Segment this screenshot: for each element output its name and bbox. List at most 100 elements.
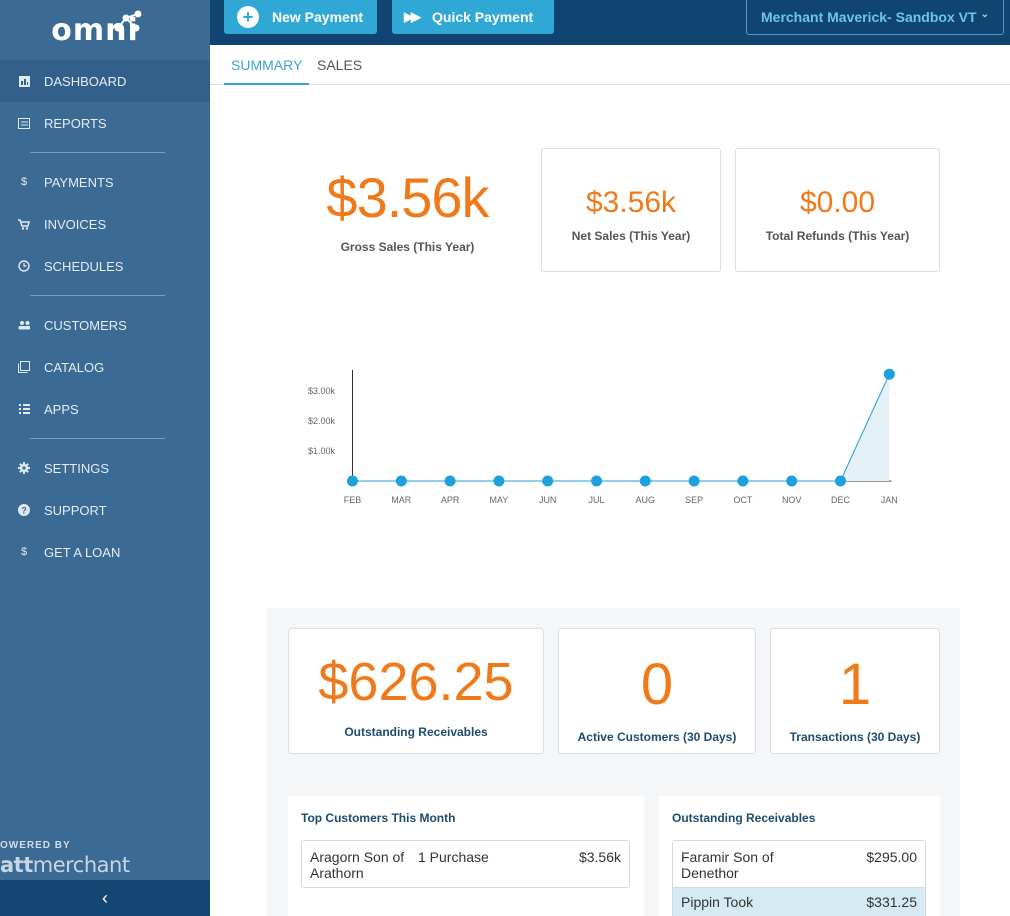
powered-by-label: OWERED BY bbox=[0, 840, 71, 851]
net-sales-value: $3.56k bbox=[585, 186, 677, 219]
transactions-label: Transactions (30 Days) bbox=[789, 730, 921, 744]
gross-sales-label: Gross Sales (This Year) bbox=[340, 240, 475, 254]
data-point bbox=[688, 475, 700, 487]
series-line bbox=[352, 373, 890, 482]
clock-icon bbox=[18, 260, 30, 272]
quick-payment-label: Quick Payment bbox=[432, 9, 534, 25]
sidebar-item-customers[interactable]: CUSTOMERS bbox=[0, 304, 210, 346]
sidebar-item-apps[interactable]: APPS bbox=[0, 388, 210, 430]
brand-bold: att bbox=[0, 853, 33, 877]
x-tick-label: MAR bbox=[391, 495, 412, 505]
sidebar-item-settings[interactable]: SETTINGS bbox=[0, 447, 210, 489]
sidebar: omni DASHBOARD REPORTS $ PAYMENTS INVOIC… bbox=[0, 0, 210, 916]
x-tick-label: AUG bbox=[636, 495, 656, 505]
receivable-amount: $331.25 bbox=[866, 894, 917, 910]
brand-rest: merchant bbox=[32, 853, 130, 877]
purchase-count: 1 Purchase bbox=[418, 849, 489, 865]
merchant-name: Merchant Maverick- Sandbox VT bbox=[761, 9, 977, 25]
brand-logo: attmerchant bbox=[0, 853, 130, 877]
sidebar-item-label: CUSTOMERS bbox=[44, 317, 127, 333]
sidebar-item-catalog[interactable]: CATALOG bbox=[0, 346, 210, 388]
sidebar-item-reports[interactable]: REPORTS bbox=[0, 102, 210, 144]
customer-name: Pippin Took bbox=[681, 894, 754, 910]
list-item[interactable]: Faramir Son of Denethor $295.00 bbox=[673, 841, 925, 887]
help-icon: ? bbox=[18, 504, 30, 516]
data-point bbox=[542, 475, 554, 487]
sidebar-item-label: DASHBOARD bbox=[44, 73, 127, 89]
x-tick-label: JUL bbox=[588, 495, 604, 505]
total-refunds-label: Total Refunds (This Year) bbox=[765, 229, 910, 243]
chevron-down-icon: ⌄ bbox=[980, 9, 989, 20]
reports-icon bbox=[18, 117, 30, 129]
grid-icon bbox=[18, 403, 30, 415]
catalog-icon bbox=[18, 361, 30, 373]
data-point bbox=[444, 475, 456, 487]
y-tick-label: $2.00k bbox=[308, 416, 336, 426]
data-point bbox=[639, 475, 651, 487]
data-point bbox=[591, 475, 602, 487]
outstanding-receivables-title: Outstanding Receivables bbox=[672, 811, 816, 825]
x-tick-label: JAN bbox=[881, 495, 898, 505]
customer-name: Aragorn Son of Arathorn bbox=[310, 849, 405, 881]
sidebar-item-get-a-loan[interactable]: $ GET A LOAN bbox=[0, 531, 210, 573]
y-tick-label: $1.00k bbox=[308, 446, 336, 456]
sidebar-item-label: PAYMENTS bbox=[44, 174, 114, 190]
data-point bbox=[786, 475, 798, 487]
net-sales-card: $3.56k Net Sales (This Year) bbox=[541, 148, 721, 272]
plus-icon: + bbox=[237, 6, 259, 28]
tab-summary[interactable]: SUMMARY bbox=[231, 57, 303, 73]
sidebar-item-invoices[interactable]: INVOICES bbox=[0, 203, 210, 245]
sidebar-item-label: SCHEDULES bbox=[44, 258, 124, 274]
new-payment-button[interactable]: + New Payment bbox=[224, 0, 377, 34]
sidebar-item-label: REPORTS bbox=[44, 115, 107, 131]
fast-forward-icon: ▶▶ bbox=[404, 9, 421, 24]
sidebar-nav: DASHBOARD REPORTS $ PAYMENTS INVOICES SC… bbox=[0, 60, 210, 573]
sidebar-item-label: SETTINGS bbox=[44, 460, 110, 476]
sidebar-item-dashboard[interactable]: DASHBOARD bbox=[0, 60, 210, 102]
x-tick-label: APR bbox=[441, 495, 460, 505]
cart-icon bbox=[18, 218, 30, 230]
sidebar-item-payments[interactable]: $ PAYMENTS bbox=[0, 161, 210, 203]
tab-sales[interactable]: SALES bbox=[317, 57, 363, 73]
collapse-sidebar-button[interactable]: ‹ bbox=[0, 880, 210, 916]
x-tick-label: NOV bbox=[782, 495, 802, 505]
top-bar: + New Payment ▶▶ Quick Payment Merchant … bbox=[210, 0, 1010, 45]
dollar-icon: $ bbox=[20, 546, 28, 558]
active-customers-value: 0 bbox=[640, 652, 674, 717]
customer-name: Faramir Son of Denethor bbox=[681, 849, 774, 881]
top-customers-title: Top Customers This Month bbox=[301, 811, 456, 825]
x-tick-label: OCT bbox=[733, 495, 753, 505]
transactions-card: 1 Transactions (30 Days) bbox=[770, 628, 940, 754]
gross-sales-value: $3.56k bbox=[326, 166, 489, 229]
new-payment-label: New Payment bbox=[272, 9, 364, 25]
sidebar-item-label: INVOICES bbox=[44, 216, 107, 232]
sidebar-item-support[interactable]: ? SUPPORT bbox=[0, 489, 210, 531]
gross-sales-stat: $3.56k Gross Sales (This Year) bbox=[300, 165, 515, 254]
merchant-selector[interactable]: Merchant Maverick- Sandbox VT ⌄ bbox=[746, 0, 1004, 35]
nav-divider bbox=[30, 438, 165, 439]
quick-payment-button[interactable]: ▶▶ Quick Payment bbox=[392, 0, 554, 34]
outstanding-receivables-label: Outstanding Receivables bbox=[344, 725, 488, 739]
svg-text:?: ? bbox=[21, 506, 27, 516]
nav-divider bbox=[30, 295, 165, 296]
outstanding-receivables-value: $626.25 bbox=[318, 652, 514, 712]
series-area bbox=[352, 374, 890, 481]
total-refunds-value: $0.00 bbox=[799, 186, 876, 219]
x-tick-label: SEP bbox=[685, 495, 703, 505]
list-item[interactable]: Aragorn Son of Arathorn 1 Purchase $3.56… bbox=[302, 841, 629, 887]
outstanding-receivables-list: Faramir Son of Denethor $295.00 Pippin T… bbox=[672, 840, 926, 916]
customer-amount: $3.56k bbox=[578, 849, 621, 865]
list-item[interactable]: Pippin Took $331.25 bbox=[673, 887, 925, 916]
sidebar-item-schedules[interactable]: SCHEDULES bbox=[0, 245, 210, 287]
x-tick-label: FEB bbox=[344, 495, 362, 505]
sidebar-item-label: GET A LOAN bbox=[44, 544, 121, 560]
sales-chart: $1.00k $2.00k $3.00k FEB MAR APR MAY JUN JUL AUG S… bbox=[308, 368, 898, 505]
data-point bbox=[347, 475, 358, 487]
top-customers-box: Top Customers This Month Aragorn Son of … bbox=[288, 796, 644, 916]
data-point bbox=[835, 475, 846, 487]
logo[interactable]: omni bbox=[0, 0, 210, 60]
receivable-amount: $295.00 bbox=[866, 849, 917, 865]
gear-icon bbox=[18, 462, 30, 474]
active-customers-label: Active Customers (30 Days) bbox=[577, 730, 737, 744]
data-point bbox=[737, 475, 749, 487]
